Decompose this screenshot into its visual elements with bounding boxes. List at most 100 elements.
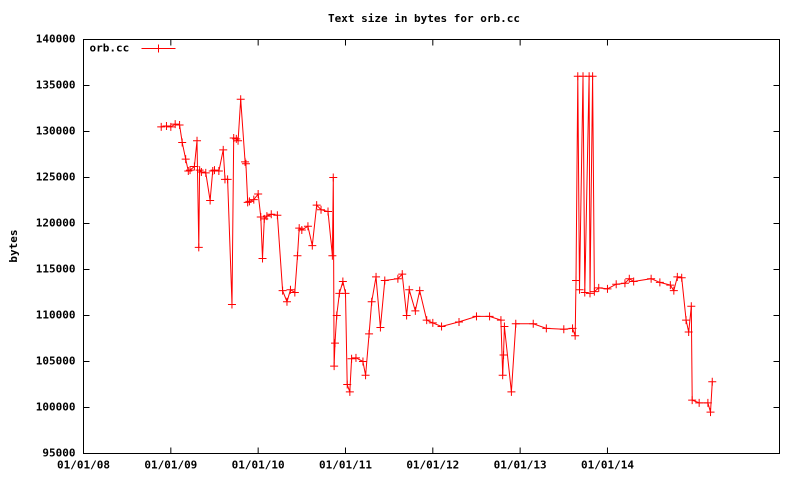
y-tick-label: 125000 [36,171,76,184]
point-marker [184,167,193,176]
y-axis-label: bytes [7,229,20,262]
point-marker [393,274,402,283]
point-marker [402,311,411,320]
point-marker [157,122,166,131]
point-marker [361,371,370,380]
x-tick-label: 01/01/09 [144,459,197,472]
point-marker [472,312,481,321]
point-marker [343,380,352,389]
y-tick-label: 105000 [36,355,76,368]
point-marker [273,211,282,220]
point-marker [345,387,354,396]
y-tick-label: 120000 [36,217,76,230]
point-marker [507,387,516,396]
point-marker [580,288,589,297]
point-marker [529,319,538,328]
point-marker [243,198,252,207]
x-tick-label: 01/01/11 [319,459,372,472]
point-marker [290,288,299,297]
point-marker [312,201,321,210]
point-marker [232,134,241,143]
point-marker [496,316,505,325]
point-marker [317,205,326,214]
point-marker [282,297,291,306]
point-marker [575,285,584,294]
point-marker [341,289,350,298]
plot-frame [83,39,780,454]
point-marker [612,280,621,289]
point-marker [181,155,190,164]
point-marker [330,362,339,371]
point-marker [267,210,276,219]
x-tick-label: 01/01/12 [406,459,459,472]
point-marker [376,323,385,332]
point-marker [338,277,347,286]
point-marker [258,254,267,263]
x-tick-label: 01/01/13 [494,459,547,472]
point-marker [687,302,696,311]
point-marker [245,197,254,206]
point-marker [206,196,215,205]
point-marker [331,339,340,348]
point-marker [367,297,376,306]
point-marker [588,72,597,81]
point-marker [500,322,509,331]
point-marker [677,273,686,282]
legend-symbol [141,44,176,53]
point-marker [620,279,629,288]
point-marker [405,285,414,294]
point-marker [166,122,175,131]
point-marker [308,241,317,250]
point-marker [647,274,656,283]
point-marker [511,319,520,328]
point-marker [684,328,693,337]
point-marker [682,316,691,325]
point-marker [398,270,407,279]
y-tick-label: 100000 [36,401,76,414]
y-tick-label: 130000 [36,125,76,138]
point-marker [190,162,199,171]
point-marker [499,351,508,360]
point-marker [428,318,437,327]
point-marker [171,120,180,129]
point-marker [227,300,236,309]
point-marker [688,396,697,405]
point-marker [256,213,265,222]
x-tick-label: 01/01/10 [232,459,285,472]
point-marker [358,357,367,366]
point-marker [669,286,678,295]
point-marker [214,167,223,176]
point-marker [328,251,337,260]
point-marker [241,157,250,166]
chart-title: Text size in bytes for orb.cc [328,12,520,25]
point-marker [380,276,389,285]
point-marker [347,354,356,363]
point-marker [297,225,306,234]
point-marker [210,166,219,175]
point-marker [673,272,682,281]
point-marker [193,136,202,145]
point-marker [197,167,206,176]
point-marker [324,207,333,216]
point-marker [437,322,446,331]
point-marker [175,121,184,130]
x-tick-label: 01/01/14 [581,459,634,472]
y-tick-label: 110000 [36,309,76,322]
y-tick-label: 135000 [36,79,76,92]
point-marker [178,138,187,147]
point-marker [666,281,675,290]
point-marker [329,173,338,182]
point-marker [372,272,381,281]
point-marker [365,329,374,338]
point-marker [262,212,271,221]
point-marker [351,353,360,362]
series-line [161,76,713,413]
point-marker [241,159,250,168]
point-marker [286,285,295,294]
point-marker [629,277,638,286]
point-marker [278,286,287,295]
point-marker [223,175,232,184]
point-marker [195,166,204,175]
point-marker [332,311,341,320]
